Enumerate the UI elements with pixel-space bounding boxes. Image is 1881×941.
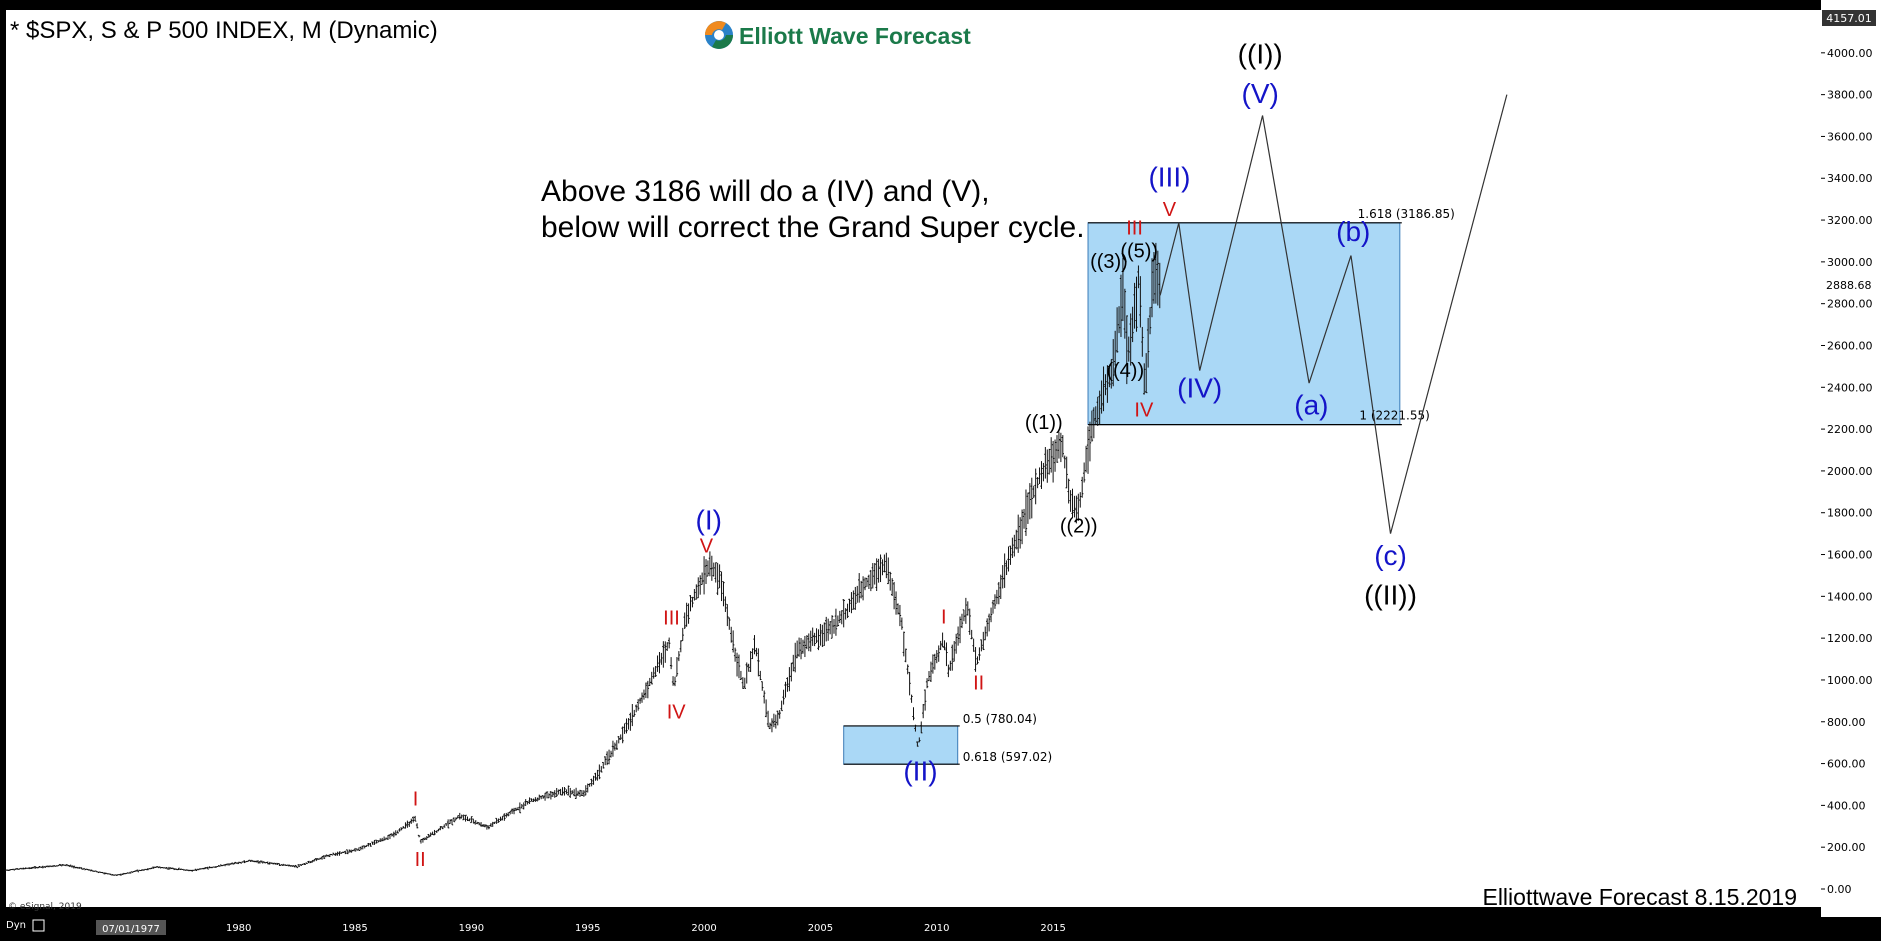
wave-label: (V): [1242, 78, 1279, 109]
wave-label: ((1)): [1025, 412, 1063, 434]
wave-label: V: [700, 535, 714, 557]
wave-label: ((2)): [1060, 516, 1098, 538]
time-tick-label: 2005: [808, 923, 833, 934]
fib-zone-bottom-label: 1 (2221.55): [1359, 409, 1429, 423]
wave-label: ((II)): [1364, 580, 1417, 611]
wave-label: ((I)): [1238, 38, 1283, 69]
wave-label: (a): [1294, 389, 1328, 420]
time-tick-label: 1990: [459, 923, 484, 934]
price-tick-label: 2200.00: [1827, 423, 1873, 436]
wave-projection-line: [1159, 94, 1508, 534]
price-tick-label: 400.00: [1827, 799, 1866, 812]
footer-stamp: Elliottwave Forecast 8.15.2019: [1482, 884, 1797, 910]
dyn-label[interactable]: Dyn: [6, 920, 26, 931]
wave-label: IV: [1134, 400, 1154, 422]
fib-zone-bottom-label: 0.618 (597.02): [963, 750, 1053, 764]
price-tick-label: 3800.00: [1827, 89, 1873, 102]
wave-label: V: [1163, 199, 1177, 221]
price-tick-label: 1400.00: [1827, 590, 1873, 603]
wave-label: III: [663, 608, 680, 630]
price-tick-label: 1800.00: [1827, 507, 1873, 520]
wave-label: ((5)): [1120, 241, 1158, 263]
wave-label: III: [1126, 218, 1143, 240]
fib-zone-1: [843, 725, 959, 765]
last-price: 2888.68: [1826, 279, 1872, 292]
wave-label: II: [415, 849, 426, 871]
price-tick-label: 3600.00: [1827, 130, 1873, 143]
price-tick-label: 2600.00: [1827, 339, 1873, 352]
price-tick-label: 1600.00: [1827, 549, 1873, 562]
annotation-line-2: below will correct the Grand Super cycle…: [541, 211, 1085, 244]
wave-label: ((3)): [1090, 251, 1128, 273]
time-tick-label: 2015: [1040, 923, 1065, 934]
price-tick-label: 1000.00: [1827, 674, 1873, 687]
price-axis: 0.00 200.00 400.00 600.00 800.00 1000.00 1200.…: [1821, 47, 1873, 896]
wave-label: (III): [1148, 162, 1190, 193]
ohlc-bars: [4, 242, 1161, 876]
wave-label: I: [413, 788, 419, 810]
wave-label: (b): [1336, 216, 1370, 247]
logo-text: Elliott Wave Forecast: [739, 23, 971, 49]
wave-label: (II): [903, 755, 937, 786]
wave-label: II: [973, 672, 984, 694]
annotation-line-1: Above 3186 will do a (IV) and (V),: [541, 175, 990, 208]
wave-label: (I): [696, 504, 722, 535]
price-tick-label: 1200.00: [1827, 632, 1873, 645]
esignal-copyright: © eSignal, 2019: [8, 902, 82, 912]
price-tick-label: 4000.00: [1827, 47, 1873, 60]
price-tick-label: 600.00: [1827, 758, 1866, 771]
price-tick-label: 0.00: [1827, 883, 1852, 896]
fib-zone-top-label: 0.5 (780.04): [963, 712, 1037, 726]
time-tick-label: 1980: [226, 923, 251, 934]
price-tick-label: 3000.00: [1827, 256, 1873, 269]
price-tick-label: 2000.00: [1827, 465, 1873, 478]
wave-label: (c): [1374, 540, 1407, 571]
cursor-date-box: [96, 920, 166, 935]
wave-label: ((4)): [1106, 360, 1144, 382]
price-axis-strip: [1821, 0, 1881, 941]
price-tick-label: 800.00: [1827, 716, 1866, 729]
fib-zone-top-label: 1.618 (3186.85): [1358, 207, 1455, 221]
logo: Elliott Wave Forecast: [705, 21, 971, 49]
time-tick-label: 2010: [924, 923, 949, 934]
top-price-box: [1822, 10, 1876, 26]
price-tick-label: 2800.00: [1827, 298, 1873, 311]
time-tick-label: 1985: [342, 923, 367, 934]
price-tick-label: 2400.00: [1827, 381, 1873, 394]
time-axis-strip: [0, 917, 1881, 941]
wave-label: (IV): [1177, 373, 1222, 404]
price-tick-label: 200.00: [1827, 841, 1866, 854]
price-tick-label: 3200.00: [1827, 214, 1873, 227]
wave-label: I: [941, 607, 947, 629]
top-price: 4157.01: [1826, 12, 1872, 25]
time-tick-label: 2000: [691, 923, 716, 934]
chart-title: * $SPX, S & P 500 INDEX, M (Dynamic): [10, 17, 438, 44]
logo-icon: [705, 21, 733, 49]
time-tick-label: 1995: [575, 923, 600, 934]
wave-label: IV: [667, 702, 687, 724]
wave-labels: IIIIIIIVV(I)(II)III((1))((2))((3))((4))(…: [413, 38, 1417, 871]
dyn-toggle-icon[interactable]: [32, 919, 45, 932]
cursor-date: 07/01/1977: [102, 924, 160, 935]
price-tick-label: 3400.00: [1827, 172, 1873, 185]
